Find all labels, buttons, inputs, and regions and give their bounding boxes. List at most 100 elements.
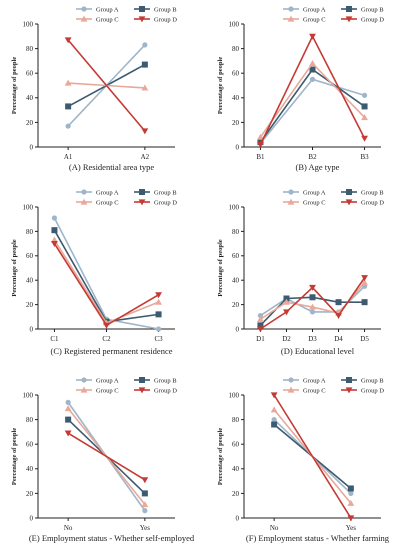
x-tick-label: No [270, 524, 279, 532]
legend: Group A Group B Group C Group D [76, 6, 177, 23]
legend-label-group-d: Group D [361, 16, 384, 23]
legend-label-group-c: Group C [303, 16, 326, 23]
data-point-group-a-c1 [51, 215, 58, 221]
y-tick-label: 20 [232, 119, 240, 127]
data-point-group-a-d3 [309, 309, 316, 315]
data-point-group-d-c3 [155, 292, 162, 299]
y-tick-label: 0 [236, 143, 240, 151]
data-point-group-c-no [64, 405, 72, 412]
legend-marker-group-d [138, 199, 146, 206]
legend-label-group-b: Group B [361, 6, 384, 13]
y-tick-label: 0 [30, 143, 34, 151]
data-point-group-c-yes [347, 499, 355, 506]
legend-marker-group-a [288, 377, 294, 383]
data-point-group-b-d2 [283, 295, 290, 302]
y-tick-label: 40 [232, 277, 240, 285]
x-tick-label: C2 [102, 335, 111, 343]
legend-marker-group-b [139, 6, 145, 12]
legend-label-group-a: Group A [96, 377, 119, 384]
data-point-group-d-b1 [257, 141, 264, 148]
x-tick-label: B1 [256, 153, 265, 161]
legend-label-group-b: Group B [154, 377, 177, 384]
y-tick-label: 0 [236, 325, 240, 333]
x-tick-label: D2 [282, 335, 291, 343]
legend-label-group-d: Group D [154, 16, 177, 23]
data-point-group-a-no [65, 399, 71, 405]
legend-marker-group-b [346, 377, 352, 383]
data-point-group-c-d2 [283, 298, 290, 305]
data-point-group-b-d4 [335, 299, 342, 306]
legend-marker-group-b [139, 189, 145, 195]
y-axis-label: Percentage of people [11, 428, 18, 485]
data-point-group-d-b2 [309, 33, 316, 40]
y-tick-label: 60 [232, 70, 240, 78]
y-axis-label: Percentage of people [217, 428, 224, 485]
legend-marker-group-c [287, 386, 295, 393]
series-line-group-d [67, 432, 146, 481]
data-point-group-b-d1 [257, 322, 264, 329]
y-tick-label: 20 [232, 301, 240, 309]
y-tick-label: 80 [232, 416, 240, 424]
data-point-group-b-b2 [309, 66, 316, 73]
legend-marker-group-d [345, 16, 353, 23]
y-tick-label: 20 [26, 490, 34, 498]
data-point-group-d-d1 [257, 326, 264, 333]
y-tick-label: 80 [26, 228, 34, 236]
legend-label-group-a: Group A [96, 6, 119, 13]
legend-marker-group-d [345, 387, 353, 394]
panel-caption: (F) Employment status - Whether farming [246, 533, 390, 543]
y-tick-label: 20 [232, 490, 240, 498]
y-tick-label: 40 [232, 94, 240, 102]
data-point-group-d-d4 [335, 312, 342, 319]
series-line-group-c [259, 62, 366, 138]
x-tick-label: D5 [360, 335, 369, 343]
legend-label-group-a: Group A [303, 6, 326, 13]
data-point-group-c-a2 [141, 84, 149, 91]
data-point-group-c-d1 [257, 315, 264, 322]
data-point-group-b-yes [141, 490, 148, 497]
y-tick-label: 40 [26, 465, 34, 473]
legend-marker-group-a [288, 6, 294, 12]
data-point-group-c-b1 [257, 133, 264, 140]
data-point-group-b-yes [347, 485, 354, 492]
data-point-group-a-yes [348, 490, 354, 496]
y-tick-label: 80 [232, 45, 240, 53]
legend-label-group-d: Group D [154, 199, 177, 206]
y-tick-label: 80 [232, 228, 240, 236]
legend-marker-group-c [287, 15, 295, 22]
x-tick-label: D1 [256, 335, 265, 343]
y-tick-label: 60 [26, 70, 34, 78]
series-line-group-d [273, 394, 352, 519]
chart-panel-5: 0 20 40 60 80 100 No Yes Percentage of people Gro… [11, 377, 195, 543]
legend-label-group-c: Group C [96, 387, 119, 394]
legend: Group A Group B Group C Group D [76, 377, 177, 394]
legend-label-group-a: Group A [303, 189, 326, 196]
chart-panel-3: 0 20 40 60 80 100 C1 C2 C3 Percentage of people Gr… [11, 189, 177, 356]
data-point-group-d-no [270, 392, 278, 399]
legend-marker-group-a [81, 6, 87, 12]
y-tick-label: 100 [229, 391, 240, 399]
legend-marker-group-a [81, 189, 87, 195]
legend-marker-group-c [287, 198, 295, 205]
data-point-group-c-b3 [361, 114, 368, 121]
x-tick-label: No [64, 524, 73, 532]
data-point-group-c-d5 [361, 279, 368, 286]
legend-marker-group-d [345, 199, 353, 206]
chart-panel-4: 0 20 40 60 80 100 D1 D2 D3 D4 D5 Percentage of peop… [217, 189, 384, 356]
data-point-group-a-a2 [142, 42, 148, 48]
x-tick-label: A2 [141, 153, 150, 161]
y-tick-label: 60 [232, 441, 240, 449]
panel-caption: (C) Registered permanent residence [50, 346, 172, 356]
data-point-group-c-no [270, 406, 278, 413]
data-point-group-d-a1 [64, 37, 72, 44]
data-point-group-d-c1 [51, 241, 58, 247]
x-tick-label: B2 [308, 153, 317, 161]
data-point-group-b-d3 [309, 294, 316, 301]
data-point-group-b-c1 [51, 227, 58, 234]
y-tick-label: 40 [232, 465, 240, 473]
legend-label-group-d: Group D [154, 387, 177, 394]
y-axis-label: Percentage of people [11, 239, 18, 296]
data-point-group-b-d5 [361, 299, 368, 306]
y-tick-label: 60 [26, 441, 34, 449]
y-axis-label: Percentage of people [11, 57, 18, 114]
